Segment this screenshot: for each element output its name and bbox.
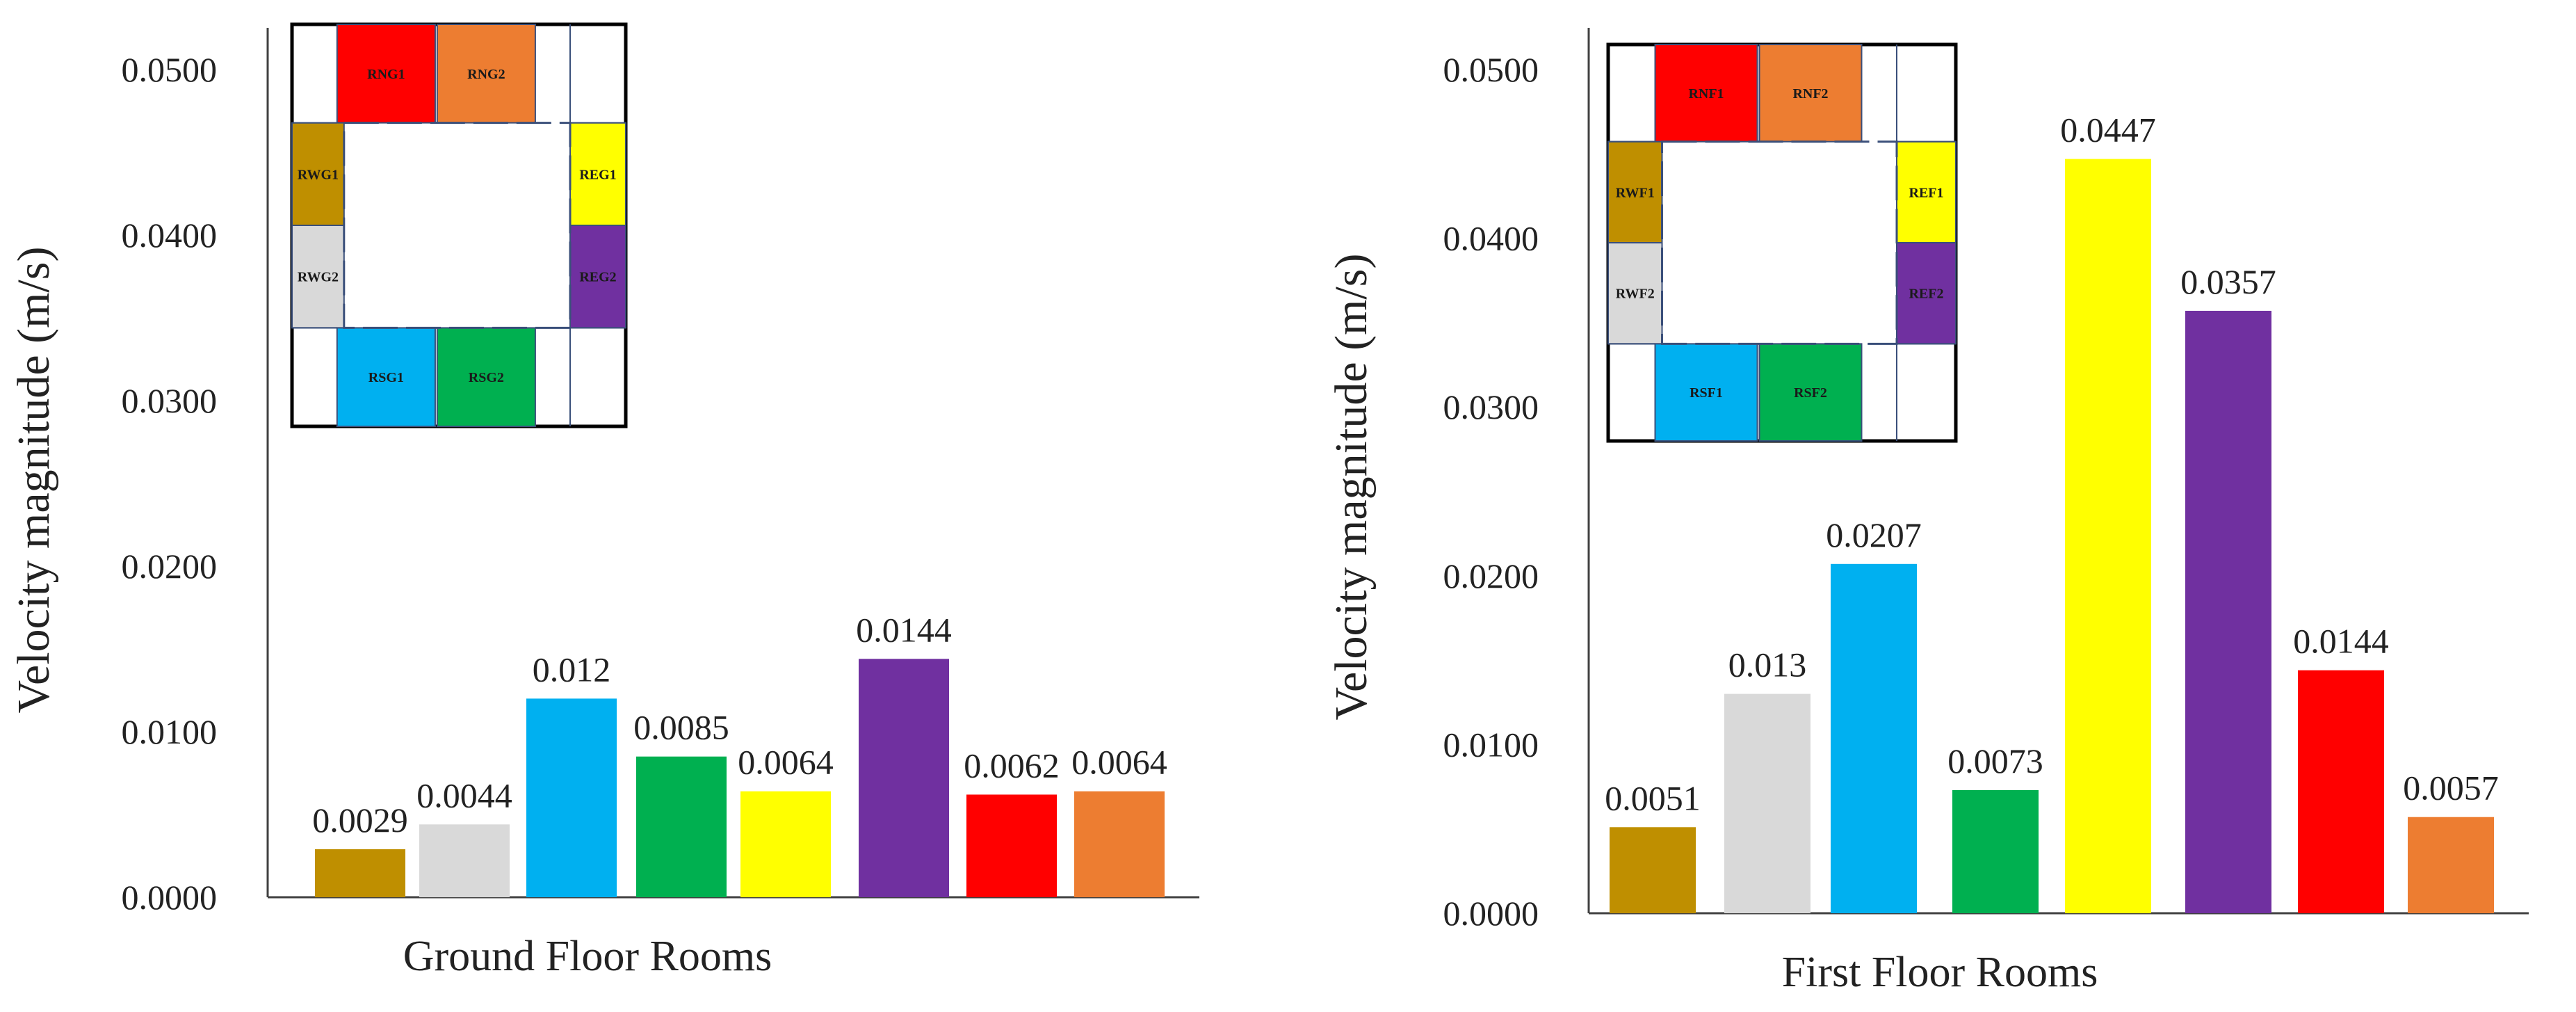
inset-room-ref2 [1896,242,1957,345]
inset-room-label: RSG2 [469,370,504,385]
inset-room-label: RWF1 [1616,185,1655,200]
inset-room-rsf2 [1758,343,1863,442]
bar-reg2 [859,659,949,897]
data-label: 0.012 [533,650,611,689]
y-tick-label: 0.0500 [122,50,218,89]
data-label: 0.0044 [416,776,512,814]
inset-room-label: RWG2 [298,270,339,285]
inset-room-label: REF1 [1909,185,1944,200]
inset-room-label: RWF2 [1616,287,1655,302]
ground-floor-chart: 0.0000 0.0100 0.0200 0.0300 0.0400 0.0500 0.00… [8,22,1199,980]
data-label: 0.0085 [633,708,729,747]
y-tick-label: 0.0300 [122,381,218,420]
bar-rng1 [966,794,1057,897]
inset-room-label: REG1 [579,167,616,182]
inset-courtyard [1661,140,1898,345]
inset-room-rnf1 [1654,44,1758,143]
y-tick-label: 0.0200 [122,547,218,586]
y-tick-label: 0.0300 [1443,387,1539,426]
data-label: 0.0062 [964,746,1060,785]
data-label: 0.0447 [2060,111,2156,150]
bar-rwg1 [315,849,405,897]
inset-room-rnf2 [1758,44,1863,143]
bar-rng2 [1074,791,1165,897]
bar-rsf2 [1952,789,2039,913]
inset-room-label: RNF1 [1688,86,1724,102]
floor-plan-inset: RNF1 RNF2 RWF1 RWF2 REF1 REF2 RSF1 RSF2 [1606,42,1958,443]
bar-ref1 [2065,159,2151,913]
data-label: 0.0064 [1071,743,1167,782]
y-tick-label: 0.0000 [1443,894,1539,933]
data-label: 0.0144 [2293,622,2389,661]
y-axis-label: Velocity magnitude (m/s) [8,247,59,714]
y-tick-label: 0.0400 [1443,219,1539,258]
data-label: 0.0057 [2403,769,2499,808]
x-axis-label: First Floor Rooms [1782,949,2098,996]
inset-room-ref1 [1896,140,1957,243]
bar-reg1 [740,791,831,897]
data-label: 0.0064 [738,743,834,782]
y-tick-label: 0.0100 [122,712,218,751]
y-tick-label: 0.0000 [122,878,218,917]
bar-rnf1 [2298,670,2384,913]
inset-room-rng2 [436,24,536,124]
bar-rwg2 [419,824,510,897]
data-label: 0.0029 [312,801,408,840]
bar-rwf2 [1724,693,1811,913]
inset-room-rsg2 [436,327,536,428]
data-label: 0.0357 [2180,262,2276,301]
inset-room-rwg1 [291,122,345,226]
inset-room-rwf1 [1607,140,1663,243]
data-label: 0.0144 [856,610,952,649]
inset-room-label: RNG2 [467,67,505,82]
data-label: 0.0073 [1947,741,2043,780]
bar-rnf2 [2408,817,2494,913]
bar-rwf1 [1610,827,1696,913]
inset-room-reg1 [569,122,626,226]
y-tick-label: 0.0100 [1443,725,1539,764]
data-label: 0.0207 [1826,515,1922,554]
inset-room-label: RNG1 [367,67,405,82]
data-label: 0.013 [1728,645,1807,684]
floor-plan-inset: RNG1 RNG2 RWG1 RWG2 REG1 REG2 RSG1 RSG2 [290,22,628,428]
bar-ref2 [2185,310,2271,914]
inset-room-rwf2 [1607,242,1663,345]
bar-rsf1 [1831,563,1917,913]
y-axis-label: Velocity magnitude (m/s) [1326,254,1377,721]
bar-rsg2 [636,756,727,897]
inset-room-rsf1 [1654,343,1758,442]
inset-room-label: RSF1 [1690,385,1723,401]
inset-room-label: RNF2 [1792,86,1828,102]
inset-room-label: REG2 [579,270,616,285]
first-floor-chart: 0.0000 0.0100 0.0200 0.0300 0.0400 0.0500 0.00… [1326,28,2529,996]
y-tick-label: 0.0400 [122,216,218,255]
inset-room-label: RSF2 [1794,385,1827,401]
inset-room-label: REF2 [1909,287,1944,302]
inset-room-label: RSG1 [368,370,404,385]
bar-rsg1 [526,698,617,897]
inset-courtyard [343,122,572,329]
inset-room-reg2 [569,225,626,329]
y-tick-label: 0.0500 [1443,50,1539,89]
inset-room-rsg1 [336,327,436,428]
x-axis-label: Ground Floor Rooms [403,933,772,980]
inset-room-label: RWG1 [298,167,339,182]
y-tick-label: 0.0200 [1443,556,1539,595]
inset-room-rng1 [336,24,436,124]
data-label: 0.0051 [1605,778,1701,817]
